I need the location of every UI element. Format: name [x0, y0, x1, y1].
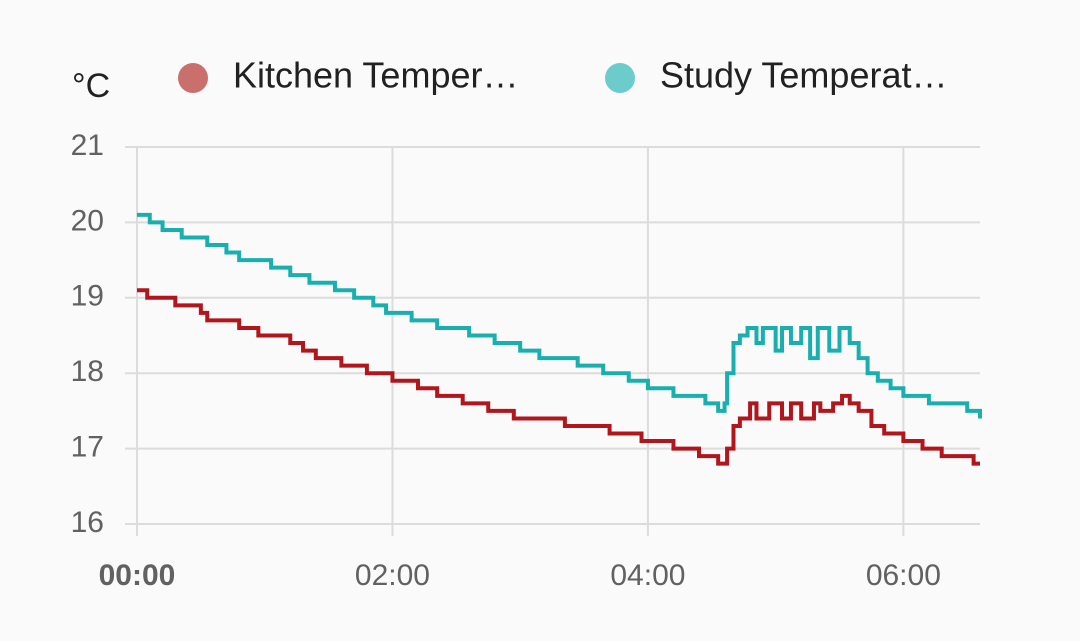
y-tick-label: 21	[71, 129, 104, 162]
legend-marker	[178, 63, 208, 93]
x-tick-label: 04:00	[610, 559, 685, 592]
y-tick-label: 17	[71, 431, 104, 464]
y-tick-label: 18	[71, 355, 104, 388]
y-unit: °C	[72, 67, 110, 105]
x-tick-label: 00:00	[99, 559, 176, 592]
y-tick-label: 16	[71, 506, 104, 539]
x-tick-label: 02:00	[355, 559, 430, 592]
legend-label: Study Temperat…	[660, 55, 947, 96]
y-tick-label: 20	[71, 204, 104, 237]
x-tick-label: 06:00	[866, 559, 941, 592]
legend-marker	[605, 63, 635, 93]
y-tick-label: 19	[71, 280, 104, 313]
series-line	[137, 288, 980, 466]
legend-label: Kitchen Temper…	[233, 55, 518, 96]
series-line	[137, 212, 982, 419]
